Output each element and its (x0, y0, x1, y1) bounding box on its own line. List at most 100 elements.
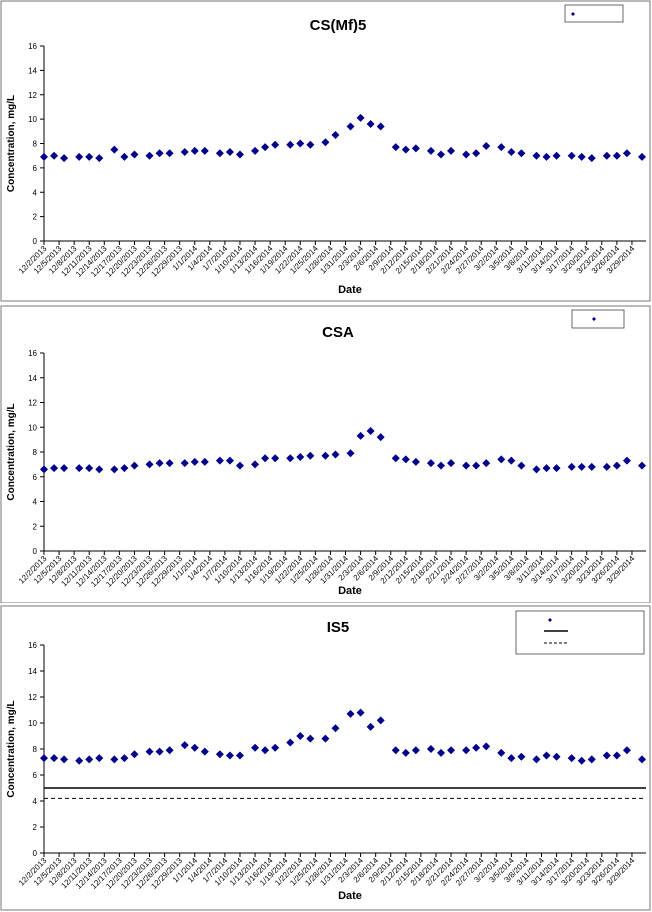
data-point (200, 457, 209, 466)
data-point (462, 746, 471, 755)
data-point (261, 746, 270, 755)
data-point (567, 462, 576, 471)
data-point (366, 120, 375, 128)
y-tick-label: 0 (33, 237, 38, 246)
data-point (95, 465, 104, 474)
y-tick-label: 16 (28, 349, 37, 358)
data-point (321, 138, 330, 147)
data-point (40, 465, 48, 474)
data-point (532, 755, 541, 764)
y-tick-label: 0 (33, 547, 38, 556)
y-tick-label: 12 (28, 693, 37, 702)
data-point (577, 462, 586, 471)
data-point (215, 149, 224, 158)
data-point (356, 708, 365, 717)
data-point (251, 743, 260, 752)
y-tick-label: 16 (28, 42, 37, 51)
data-point (145, 460, 154, 469)
panel-frame (0, 0, 651, 302)
data-point (612, 151, 621, 160)
data-point (155, 149, 164, 158)
data-point (346, 709, 355, 718)
data-point (447, 146, 456, 155)
y-axis-label: Concentration, mg/L (6, 403, 17, 500)
data-point (436, 748, 445, 757)
data-point (482, 459, 491, 468)
data-point (306, 734, 315, 743)
data-point (567, 754, 576, 763)
data-point (482, 141, 491, 150)
panel-frame (0, 605, 651, 911)
data-point (321, 451, 330, 460)
data-point (155, 459, 164, 468)
data-point (225, 148, 234, 157)
data-point (436, 150, 445, 159)
data-point (155, 747, 164, 756)
data-point (120, 152, 129, 161)
y-tick-label: 2 (33, 213, 38, 222)
data-point (542, 464, 551, 473)
data-point (552, 464, 561, 473)
data-point (517, 752, 526, 761)
data-point (331, 724, 340, 733)
data-point (120, 754, 129, 763)
data-point (296, 452, 305, 461)
y-tick-label: 16 (28, 641, 37, 650)
y-tick-label: 4 (33, 188, 38, 197)
x-axis-label: Date (338, 890, 362, 902)
data-point (532, 151, 541, 160)
data-point (411, 746, 420, 755)
data-point (225, 751, 234, 760)
y-tick-label: 8 (33, 448, 38, 457)
y-tick-label: 12 (28, 91, 37, 100)
data-point (200, 146, 209, 155)
data-point (50, 754, 59, 763)
data-point (85, 755, 94, 764)
data-point (542, 152, 551, 161)
data-point (532, 465, 541, 474)
data-point (517, 149, 526, 158)
data-point (110, 145, 119, 154)
data-point (130, 461, 139, 470)
data-point (50, 151, 59, 160)
y-tick-label: 6 (33, 771, 38, 780)
data-point (638, 461, 646, 470)
legend-marker (592, 317, 596, 321)
data-point (426, 146, 435, 155)
data-point (436, 461, 445, 470)
data-point (411, 457, 420, 466)
data-point (612, 751, 621, 760)
data-point (356, 113, 365, 122)
chart-panel-1: CS(Mf)5 0 2 4 6 8 10 12 14 16 Concentration, mg/L 1… (0, 0, 652, 303)
data-point (602, 151, 611, 160)
data-point (225, 456, 234, 465)
data-point (75, 464, 84, 473)
data-point (251, 146, 260, 155)
data-point (180, 741, 189, 750)
data-point (356, 431, 365, 440)
data-point (507, 148, 516, 157)
data-point (261, 143, 270, 152)
y-tick-label: 8 (33, 745, 38, 754)
data-point (306, 140, 315, 149)
data-point (391, 143, 400, 152)
data-point (622, 456, 631, 465)
data-point (497, 455, 506, 464)
data-point (426, 745, 435, 753)
data-point (271, 140, 280, 149)
x-axis-label: Date (338, 284, 362, 296)
y-tick-label: 10 (28, 115, 37, 124)
data-point (110, 465, 119, 474)
legend-box (571, 309, 625, 329)
data-point (271, 743, 280, 752)
y-tick-label: 2 (33, 522, 38, 531)
data-point (75, 152, 84, 161)
data-point (366, 722, 375, 731)
data-point (286, 454, 295, 463)
data-point (391, 454, 400, 463)
data-point (401, 748, 410, 757)
data-point (60, 755, 69, 764)
